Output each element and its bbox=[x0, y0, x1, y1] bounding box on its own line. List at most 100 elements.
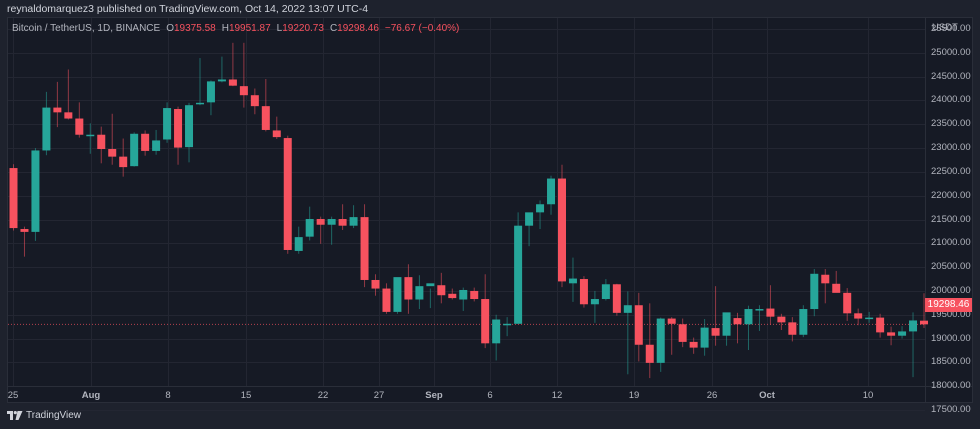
candle-down[interactable] bbox=[821, 274, 830, 284]
candle-up[interactable] bbox=[195, 102, 204, 105]
candle-up[interactable] bbox=[349, 217, 358, 226]
candle-down[interactable] bbox=[667, 318, 676, 324]
candle-up[interactable] bbox=[590, 299, 599, 305]
price-tick-label: 20000.00 bbox=[931, 284, 971, 296]
candle-down[interactable] bbox=[689, 341, 698, 348]
candle-down[interactable] bbox=[53, 107, 62, 113]
candle-down[interactable] bbox=[338, 219, 347, 226]
candle-down[interactable] bbox=[788, 322, 797, 335]
candle-up[interactable] bbox=[755, 309, 764, 311]
candle-up[interactable] bbox=[31, 150, 40, 232]
tradingview-logo[interactable]: TradingView bbox=[7, 410, 81, 421]
tradingview-logo-icon bbox=[7, 411, 23, 420]
candle-down[interactable] bbox=[97, 134, 106, 150]
candle-down[interactable] bbox=[228, 79, 237, 86]
candle-down[interactable] bbox=[579, 279, 588, 305]
candle-down[interactable] bbox=[239, 86, 248, 96]
candle-up[interactable] bbox=[42, 107, 51, 151]
price-tick-label: 18500.00 bbox=[931, 356, 971, 368]
candle-up[interactable] bbox=[415, 286, 424, 300]
candle-down[interactable] bbox=[75, 118, 84, 135]
candle-up[interactable] bbox=[459, 289, 468, 300]
candle-up[interactable] bbox=[294, 237, 303, 251]
candle-up[interactable] bbox=[217, 79, 226, 82]
candle-up[interactable] bbox=[601, 284, 610, 300]
candle-up[interactable] bbox=[152, 140, 161, 151]
candle-up[interactable] bbox=[163, 108, 172, 140]
price-tick-label: 18000.00 bbox=[931, 380, 971, 392]
candle-up[interactable] bbox=[393, 277, 402, 312]
candle-down[interactable] bbox=[141, 133, 150, 151]
candle-up[interactable] bbox=[909, 320, 918, 332]
candle-up[interactable] bbox=[514, 225, 523, 324]
candle-up[interactable] bbox=[206, 81, 215, 103]
candle-down[interactable] bbox=[481, 299, 490, 344]
candle-down[interactable] bbox=[711, 328, 720, 336]
candle-up[interactable] bbox=[305, 219, 314, 237]
price-tick-label: 17500.00 bbox=[931, 404, 971, 415]
candle-down[interactable] bbox=[316, 219, 325, 225]
candle-up[interactable] bbox=[722, 312, 731, 336]
candle-up[interactable] bbox=[503, 323, 512, 326]
candle-down[interactable] bbox=[64, 112, 73, 119]
candle-down[interactable] bbox=[612, 284, 621, 313]
candle-down[interactable] bbox=[382, 288, 391, 312]
candle-down[interactable] bbox=[404, 277, 413, 300]
candle-up[interactable] bbox=[525, 212, 534, 226]
candle-down[interactable] bbox=[371, 279, 380, 289]
candle-down[interactable] bbox=[119, 156, 128, 168]
candle-down[interactable] bbox=[20, 229, 29, 232]
time-tick-label: Sep bbox=[425, 390, 443, 401]
candle-up[interactable] bbox=[623, 305, 632, 313]
candle-up[interactable] bbox=[700, 327, 709, 348]
symbol-title: Bitcoin / TetherUS, 1D, BINANCE bbox=[12, 23, 161, 34]
candle-up[interactable] bbox=[810, 273, 819, 310]
candle-down[interactable] bbox=[108, 149, 117, 157]
candle-down[interactable] bbox=[272, 130, 281, 138]
candle-up[interactable] bbox=[86, 134, 95, 137]
candle-down[interactable] bbox=[557, 178, 566, 282]
time-tick-label: 12 bbox=[551, 390, 563, 401]
candle-up[interactable] bbox=[799, 309, 808, 335]
candle-up[interactable] bbox=[744, 309, 753, 325]
candle-down[interactable] bbox=[261, 106, 270, 130]
candle-down[interactable] bbox=[843, 292, 852, 314]
candle-up[interactable] bbox=[327, 219, 336, 225]
candle-down[interactable] bbox=[470, 290, 479, 300]
candle-down[interactable] bbox=[634, 305, 643, 345]
candle-down[interactable] bbox=[174, 109, 183, 148]
candle-down[interactable] bbox=[876, 317, 885, 333]
candle-down[interactable] bbox=[448, 293, 457, 299]
candle-up[interactable] bbox=[568, 278, 577, 284]
candle-up[interactable] bbox=[536, 204, 545, 213]
time-tick-label: 26 bbox=[706, 390, 718, 401]
candle-up[interactable] bbox=[492, 319, 501, 344]
candle-up[interactable] bbox=[898, 331, 907, 336]
candle-down[interactable] bbox=[645, 344, 654, 363]
candle-down[interactable] bbox=[832, 283, 841, 293]
candle-down[interactable] bbox=[250, 95, 259, 107]
candle-up[interactable] bbox=[865, 317, 874, 320]
candle-down[interactable] bbox=[887, 332, 896, 336]
candle-down[interactable] bbox=[733, 318, 742, 325]
candle-down[interactable] bbox=[437, 285, 446, 296]
candle-up[interactable] bbox=[426, 283, 435, 287]
candle-down[interactable] bbox=[283, 138, 292, 250]
candle-down[interactable] bbox=[766, 308, 775, 317]
price-tick-label: 23500.00 bbox=[931, 118, 971, 130]
candle-down[interactable] bbox=[360, 217, 369, 280]
price-tick-label: 22500.00 bbox=[931, 165, 971, 177]
candle-down[interactable] bbox=[854, 313, 863, 319]
candle-up[interactable] bbox=[547, 178, 556, 205]
candle-up[interactable] bbox=[130, 133, 139, 167]
candle-down[interactable] bbox=[9, 168, 18, 229]
price-tick-label: 23000.00 bbox=[931, 142, 971, 154]
low-value: 19220.73 bbox=[282, 23, 324, 34]
candle-down[interactable] bbox=[777, 316, 786, 323]
candle-up[interactable] bbox=[656, 318, 665, 363]
low-label: L bbox=[276, 23, 283, 34]
candle-down[interactable] bbox=[920, 320, 928, 325]
candle-down[interactable] bbox=[678, 324, 687, 342]
candle-up[interactable] bbox=[185, 105, 194, 148]
